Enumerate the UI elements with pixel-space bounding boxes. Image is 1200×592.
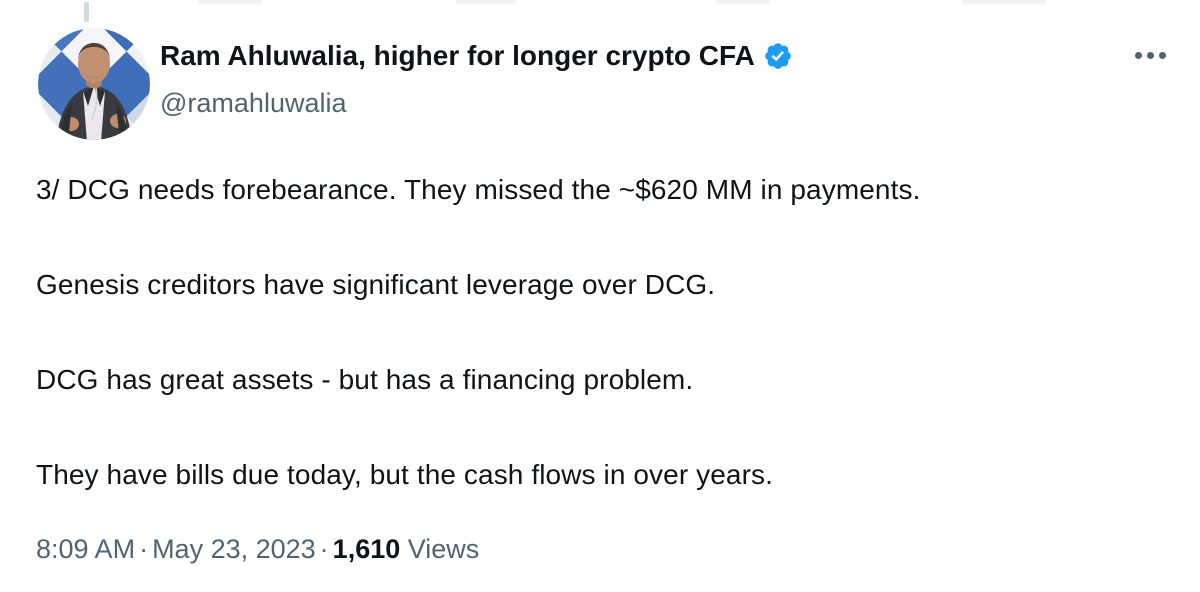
top-edge-remnant bbox=[715, 0, 771, 4]
thread-connector-line bbox=[84, 2, 89, 22]
avatar-photo bbox=[38, 28, 150, 140]
timestamp-time: 8:09 AM bbox=[36, 534, 136, 564]
views-label: Views bbox=[407, 534, 480, 564]
author-name-row[interactable]: Ram Ahluwalia, higher for longer crypto … bbox=[160, 38, 793, 74]
avatar[interactable] bbox=[38, 28, 150, 140]
tweet-footer: 8:09 AM · May 23, 2023 · 1,610 Views bbox=[36, 532, 479, 566]
top-edge-remnant bbox=[962, 0, 1046, 4]
timestamp-date: May 23, 2023 bbox=[152, 534, 316, 564]
more-button[interactable] bbox=[1122, 38, 1178, 72]
author-handle[interactable]: @ramahluwalia bbox=[160, 88, 347, 118]
verified-badge-icon[interactable] bbox=[763, 41, 793, 71]
dot-separator: · bbox=[319, 534, 329, 564]
ellipsis-icon bbox=[1146, 51, 1154, 59]
tweet-paragraph: They have bills due today, but the cash … bbox=[36, 459, 773, 490]
tweet-paragraph: Genesis creditors have significant lever… bbox=[36, 269, 716, 300]
top-edge-remnant bbox=[198, 0, 262, 4]
author-name[interactable]: Ram Ahluwalia, higher for longer crypto … bbox=[160, 40, 755, 71]
ellipsis-icon bbox=[1134, 51, 1142, 59]
tweet-paragraph: 3/ DCG needs forebearance. They missed t… bbox=[36, 174, 921, 205]
views-count: 1,610 bbox=[332, 534, 401, 564]
dot-separator: · bbox=[139, 534, 149, 564]
top-edge-remnant bbox=[455, 0, 517, 4]
tweet-paragraph: DCG has great assets - but has a financi… bbox=[36, 364, 694, 395]
author-header: Ram Ahluwalia, higher for longer crypto … bbox=[160, 38, 793, 120]
tweet-text: 3/ DCG needs forebearance. They missed t… bbox=[36, 172, 1166, 552]
ellipsis-icon bbox=[1158, 51, 1166, 59]
